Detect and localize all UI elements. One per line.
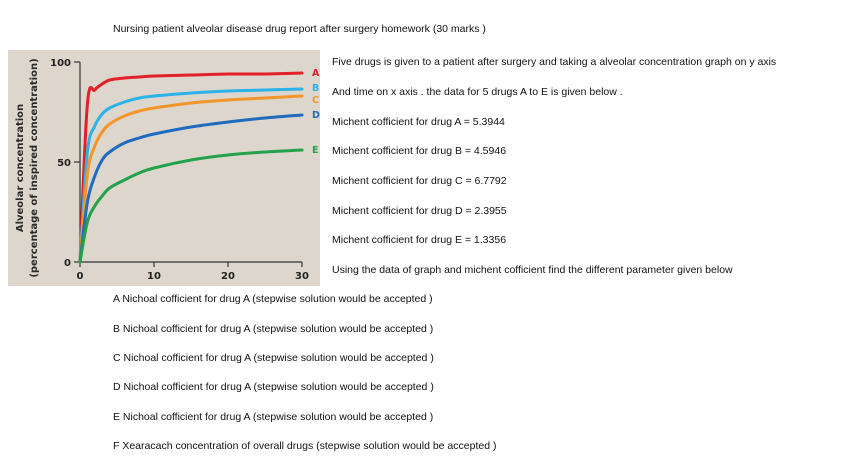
y-tick-label: 0 (64, 258, 71, 269)
coefficient-drug-e: Michent cofficient for drug E = 1.3356 (332, 234, 507, 246)
series-line-e (78, 148, 304, 264)
axes: 0 50 100 0 10 20 30 (50, 58, 309, 282)
question-f: F Xearacach concentration of overall dru… (113, 440, 497, 452)
coefficient-drug-b: Michent cofficient for drug B = 4.5946 (332, 145, 507, 157)
x-tick-label: 0 (77, 271, 84, 282)
intro-line-2: And time on x axis . the data for 5 drug… (332, 86, 623, 98)
coefficient-drug-d: Michent cofficient for drug D = 2.3955 (332, 205, 507, 217)
y-axis-label-line2: (percentage of inspired concentration) (29, 58, 40, 277)
series-label-d: D (312, 110, 320, 121)
series-line-a (78, 71, 304, 264)
question-b: B Nichoal cofficient for drug A (stepwis… (113, 323, 434, 335)
series-label-c: C (312, 95, 319, 106)
series-line-d (78, 113, 304, 264)
x-tick-label: 30 (295, 271, 309, 282)
question-c: C Nichoal cofficient for drug A (stepwis… (113, 352, 434, 364)
x-tick-label: 20 (221, 271, 235, 282)
question-d: D Nichoal cofficient for drug A (stepwis… (113, 381, 434, 393)
alveolar-concentration-chart: Alveolar concentration (percentage of in… (15, 58, 320, 282)
page-title: Nursing patient alveolar disease drug re… (113, 23, 486, 35)
y-tick-label: 50 (57, 158, 71, 169)
x-tick-label: 10 (147, 271, 161, 282)
question-a: A Nichoal cofficient for drug A (stepwis… (113, 293, 433, 305)
y-axis-title: Alveolar concentration (percentage of in… (15, 58, 40, 277)
series-label-b: B (312, 83, 319, 94)
series-label-e: E (312, 145, 319, 156)
coefficient-drug-a: Michent cofficient for drug A = 5.3944 (332, 116, 505, 128)
y-axis-label-line1: Alveolar concentration (15, 104, 26, 232)
instruction-text: Using the data of graph and michent coff… (332, 264, 733, 276)
coefficient-drug-c: Michent cofficient for drug C = 6.7792 (332, 175, 507, 187)
series-line-b (78, 87, 304, 264)
series-label-a: A (312, 68, 320, 79)
intro-line-1: Five drugs is given to a patient after s… (332, 56, 777, 68)
y-tick-label: 100 (50, 58, 71, 69)
question-e: E Nichoal cofficient for drug A (stepwis… (113, 411, 434, 423)
series-line-c (78, 94, 304, 264)
series-lines (78, 71, 304, 264)
